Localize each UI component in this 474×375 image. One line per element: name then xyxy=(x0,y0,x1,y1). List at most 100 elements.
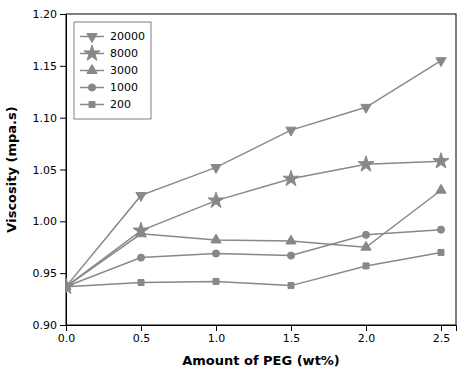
tick: 1.20 xyxy=(33,8,67,21)
legend-frame xyxy=(74,22,151,119)
tick-mark xyxy=(60,273,66,274)
y-axis-title: Viscosity (mpa.s) xyxy=(4,106,19,232)
tick: 2.0 xyxy=(358,325,376,345)
legend-label: 200 xyxy=(110,98,131,111)
plot: 0.0 0.5 1.0 1.5 2.0 2.5 0.90 0.95 1.00 1.05 1.10 1.… xyxy=(33,8,457,345)
legend-label: 1000 xyxy=(110,81,138,94)
tick-label: 1.10 xyxy=(33,112,58,125)
series-line xyxy=(66,161,441,286)
data-point xyxy=(287,252,294,259)
data-point xyxy=(136,192,146,201)
series xyxy=(66,226,445,290)
plot-frame xyxy=(66,14,456,325)
tick: 1.10 xyxy=(33,112,67,125)
legend-item: 8000 xyxy=(80,45,138,60)
tick-label: 0.0 xyxy=(58,332,76,345)
series xyxy=(66,184,446,289)
legend-marker xyxy=(87,34,97,43)
tick-mark xyxy=(216,325,217,331)
x-axis-title: Amount of PEG (wt%) xyxy=(182,353,340,368)
data-point xyxy=(138,279,144,285)
tick-label: 0.95 xyxy=(33,267,58,280)
data-point xyxy=(283,170,299,185)
tick: 1.00 xyxy=(33,215,67,228)
legend-label: 3000 xyxy=(110,64,138,77)
tick-mark xyxy=(60,221,66,222)
tick-mark xyxy=(60,14,66,15)
data-point xyxy=(436,184,446,193)
legend-item: 20000 xyxy=(80,30,145,43)
series-line xyxy=(66,190,441,286)
tick-label: 0.5 xyxy=(133,332,151,345)
tick-mark xyxy=(141,325,142,331)
tick: 0.90 xyxy=(33,319,67,332)
data-point xyxy=(136,228,146,237)
data-point xyxy=(286,235,296,244)
data-point xyxy=(208,192,224,207)
data-point xyxy=(361,241,371,250)
legend-marker xyxy=(89,102,95,108)
x-axis: 0.0 0.5 1.0 1.5 2.0 2.5 xyxy=(58,325,457,345)
series xyxy=(66,58,446,293)
tick-mark xyxy=(60,170,66,171)
tick: 1.5 xyxy=(283,325,301,345)
data-point xyxy=(286,127,296,136)
legend-marker xyxy=(87,65,97,74)
tick-label: 2.0 xyxy=(358,332,376,345)
data-point xyxy=(363,263,369,269)
legend-item: 3000 xyxy=(80,64,138,77)
legend-label: 20000 xyxy=(110,30,145,43)
series xyxy=(66,249,444,289)
tick-mark xyxy=(60,118,66,119)
tick-mark xyxy=(366,325,367,331)
tick: 1.05 xyxy=(33,164,67,177)
marks xyxy=(66,58,449,294)
series-line xyxy=(66,252,441,286)
data-point xyxy=(133,222,149,237)
data-point xyxy=(358,156,374,171)
tick-mark xyxy=(291,325,292,331)
tick: 1.0 xyxy=(208,325,226,345)
tick-mark xyxy=(60,66,66,67)
tick-label: 1.20 xyxy=(33,8,58,21)
tick: 0.95 xyxy=(33,267,67,280)
data-point xyxy=(213,278,219,284)
tick-label: 2.5 xyxy=(433,332,451,345)
data-point xyxy=(436,58,446,67)
y-axis: 0.90 0.95 1.00 1.05 1.10 1.15 1.20 xyxy=(33,8,67,332)
tick: 0.5 xyxy=(133,325,151,345)
series-line xyxy=(66,230,441,287)
tick-label: 1.5 xyxy=(283,332,301,345)
data-point xyxy=(288,283,294,289)
data-point xyxy=(361,104,371,113)
tick: 2.5 xyxy=(433,325,451,345)
tick-label: 0.90 xyxy=(33,319,58,332)
data-point xyxy=(66,284,69,290)
legend-item: 200 xyxy=(80,98,131,111)
legend-item: 1000 xyxy=(80,81,138,94)
data-point xyxy=(137,254,144,261)
data-point xyxy=(433,153,449,168)
series xyxy=(66,153,449,294)
tick: 0.0 xyxy=(58,325,76,345)
data-point xyxy=(211,164,221,173)
legend-marker xyxy=(84,45,100,60)
tick-label: 1.00 xyxy=(33,215,58,228)
tick-mark xyxy=(441,325,442,331)
tick-label: 1.0 xyxy=(208,332,226,345)
data-point xyxy=(66,283,70,290)
data-point xyxy=(437,226,444,233)
data-point xyxy=(211,234,221,243)
tick-mark xyxy=(60,325,66,326)
data-point xyxy=(362,231,369,238)
tick: 1.15 xyxy=(33,60,67,73)
data-point xyxy=(438,249,444,255)
axis-line xyxy=(67,326,457,332)
legend-marker xyxy=(88,84,95,91)
tick-label: 1.05 xyxy=(33,164,58,177)
data-point xyxy=(212,250,219,257)
chart: 0.0 0.5 1.0 1.5 2.0 2.5 0.90 0.95 1.00 1.05 1.10 1.… xyxy=(0,0,474,375)
legend: 20000 8000 3000 1000 200 xyxy=(74,22,151,119)
tick-label: 1.15 xyxy=(33,60,58,73)
legend-label: 8000 xyxy=(110,47,138,60)
